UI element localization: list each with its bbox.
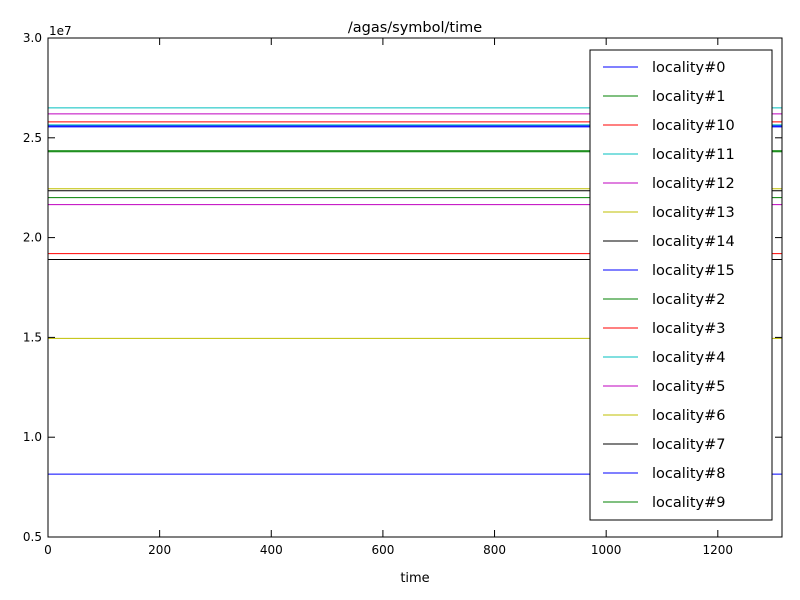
legend-label: locality#1 — [652, 89, 725, 105]
y-tick-label: 2.5 — [23, 131, 42, 145]
legend-label: locality#11 — [652, 147, 735, 163]
x-axis-label: time — [400, 571, 429, 586]
legend-label: locality#4 — [652, 350, 725, 366]
y-axis-offset-label: 1e7 — [49, 24, 72, 38]
chart-title: /agas/symbol/time — [348, 20, 482, 36]
legend-label: locality#5 — [652, 379, 725, 395]
y-tick-label: 1.5 — [23, 330, 42, 344]
plot-frame — [47, 37, 783, 538]
legend-label: locality#14 — [652, 234, 735, 250]
axis-ticks: 0 200 400 600 800 1000 1200 0.5 1.0 1.5 2.0 2.5 3.0 — [23, 31, 782, 557]
legend-box — [589, 49, 773, 521]
legend-label: locality#6 — [652, 408, 725, 424]
legend-label: locality#8 — [652, 466, 725, 482]
legend-label: locality#12 — [652, 176, 735, 192]
y-tick-label: 0.5 — [23, 530, 42, 544]
x-tick-label: 800 — [483, 543, 506, 557]
legend-label: locality#10 — [652, 118, 735, 134]
legend-label: locality#3 — [652, 321, 725, 337]
x-tick-label: 1200 — [703, 543, 734, 557]
y-tick-label: 3.0 — [23, 31, 42, 45]
x-tick-label: 200 — [148, 543, 171, 557]
legend-label: locality#2 — [652, 292, 725, 308]
x-tick-label: 0 — [44, 543, 52, 557]
legend-label: locality#9 — [652, 495, 725, 511]
legend-label: locality#15 — [652, 263, 735, 279]
x-tick-label: 400 — [260, 543, 283, 557]
legend-label: locality#13 — [652, 205, 735, 221]
y-tick-label: 1.0 — [23, 430, 42, 444]
legend-label: locality#7 — [652, 437, 725, 453]
legend-label: locality#0 — [652, 60, 725, 76]
x-tick-label: 600 — [371, 543, 394, 557]
y-tick-label: 2.0 — [23, 231, 42, 245]
legend: locality#0 locality#1 locality#10 locality#… — [589, 49, 773, 521]
x-tick-label: 1000 — [591, 543, 622, 557]
